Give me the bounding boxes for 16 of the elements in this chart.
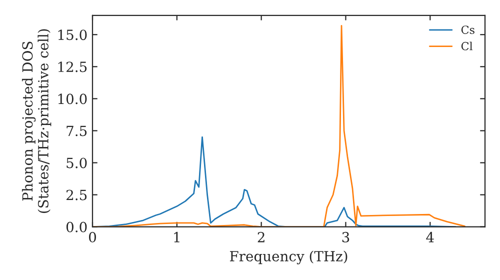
y-tick-label: 15.0 bbox=[58, 30, 87, 40]
legend-label: Cl bbox=[461, 42, 473, 50]
legend-label: Cs bbox=[461, 26, 474, 34]
x-tick-label: 4 bbox=[426, 232, 434, 242]
x-tick-label: 0 bbox=[88, 232, 96, 242]
y-tick-label: 7.5 bbox=[66, 126, 87, 136]
x-axis-title: Frequency (THz) bbox=[230, 250, 348, 264]
y-tick-label: 12.5 bbox=[58, 62, 87, 72]
y-tick-label: 0.0 bbox=[66, 222, 87, 232]
x-tick-label: 1 bbox=[174, 232, 180, 242]
y-tick-label: 2.5 bbox=[66, 190, 87, 200]
y-axis-title: Phonon projected DOS (States/THz·primitive cell) bbox=[22, 29, 52, 213]
x-tick-label: 2 bbox=[258, 232, 264, 242]
x-tick-label: 3 bbox=[342, 232, 350, 242]
y-tick-label: 10.0 bbox=[58, 94, 87, 104]
y-tick-label: 5.0 bbox=[66, 158, 87, 168]
